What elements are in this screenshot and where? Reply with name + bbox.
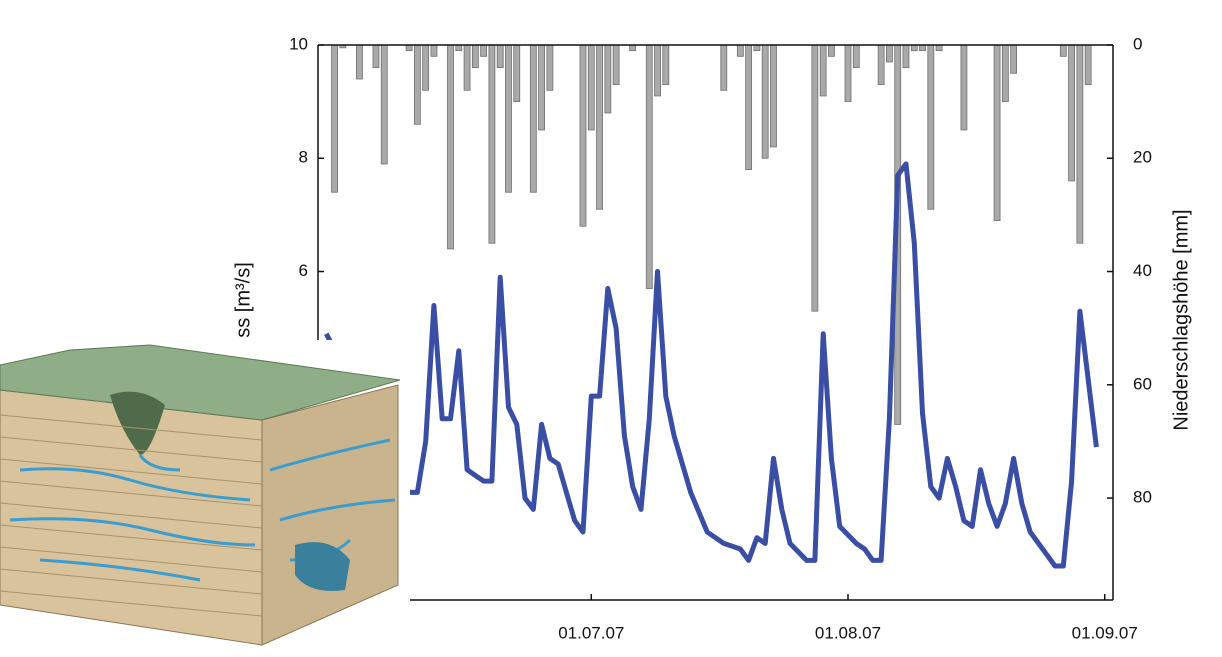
rain-bar — [587, 44, 595, 131]
rain-bar — [745, 44, 753, 170]
rain-bar — [579, 44, 587, 227]
water-crack — [279, 498, 396, 522]
rain-bar — [529, 44, 537, 193]
x-tick-label: 01.07.07 — [558, 623, 624, 642]
rain-bar — [1076, 44, 1084, 244]
rain-bar — [1084, 44, 1092, 86]
rain-bar — [935, 44, 943, 52]
x-tick-label: 01.08.07 — [815, 623, 881, 642]
discharge-line — [324, 161, 1099, 569]
rain-bar — [480, 44, 488, 57]
rain-bar — [993, 44, 1001, 221]
y-tick-label: 8 — [299, 148, 308, 167]
water-crack — [9, 517, 256, 547]
rain-bar — [927, 44, 935, 210]
rain-bar — [1059, 44, 1067, 57]
water-crack — [19, 467, 251, 502]
water-crack — [269, 438, 391, 472]
rain-bar — [331, 44, 338, 193]
y2-tick-label: 20 — [1133, 148, 1152, 167]
rain-bar — [604, 44, 612, 114]
block-side — [261, 384, 399, 646]
rain-bar — [471, 44, 479, 69]
bed-line — [0, 568, 263, 595]
rain-bar — [496, 44, 504, 69]
bed-line — [0, 502, 263, 529]
rain-bar — [405, 44, 413, 52]
rain-bar — [430, 44, 438, 57]
rain-bar — [770, 44, 777, 148]
rain-bar — [919, 44, 926, 52]
y2-tick-label: 80 — [1133, 488, 1152, 507]
rain-bar — [505, 44, 512, 193]
rain-bar — [902, 44, 910, 69]
rain-bar — [372, 44, 380, 69]
y2-tick-label: 0 — [1133, 34, 1142, 53]
rain-bar — [662, 44, 670, 86]
rain-bar — [877, 44, 885, 86]
y-tick-label: 6 — [299, 261, 308, 280]
rain-bar — [455, 44, 463, 52]
rain-bar — [654, 44, 661, 97]
rain-bar — [844, 44, 852, 103]
rain-bar — [422, 44, 430, 91]
rain-bar — [910, 44, 918, 52]
rain-bar — [852, 44, 860, 69]
rain-bar — [596, 44, 603, 210]
water-crack — [39, 558, 201, 582]
water-crack — [138, 454, 181, 472]
bed-line — [0, 590, 263, 617]
block-top — [0, 344, 401, 421]
rain-bar — [1001, 44, 1009, 103]
rain-bar — [645, 44, 653, 289]
bed-line — [0, 436, 263, 463]
rain-bar — [828, 44, 835, 57]
rain-bar — [819, 44, 827, 97]
rain-bar — [960, 44, 968, 131]
y2-tick-label: 40 — [1133, 261, 1152, 280]
y2-axis-label: Niederschlagshöhe [mm] — [1170, 209, 1192, 430]
bed-line — [0, 458, 263, 485]
x-tick-label: 01.09.07 — [1072, 623, 1138, 642]
rain-bar — [753, 44, 761, 52]
bed-line — [0, 480, 263, 507]
rain-bar — [538, 44, 545, 131]
cave — [295, 542, 350, 591]
bed-line — [0, 546, 263, 573]
rain-bar — [720, 44, 728, 91]
rain-bar — [761, 44, 769, 159]
rain-bar — [380, 44, 388, 165]
rain-bar — [886, 44, 893, 63]
rain-bar — [488, 44, 496, 244]
rain-bar — [513, 44, 521, 103]
y-tick-label: 10 — [289, 34, 308, 53]
rain-bar — [629, 44, 637, 52]
y-axis-label: ss [m³/s] — [232, 262, 254, 338]
rain-bar — [356, 44, 363, 80]
rain-bar — [736, 44, 744, 57]
rain-bar — [612, 44, 620, 86]
rain-bar — [463, 44, 471, 91]
bed-line — [0, 524, 263, 551]
rain-bar — [413, 44, 421, 125]
bed-line — [0, 414, 263, 441]
y2-tick-label: 60 — [1133, 374, 1152, 393]
rain-bar — [1068, 44, 1075, 182]
rain-bar — [811, 44, 819, 312]
rain-bar — [447, 44, 454, 250]
sinkhole — [110, 391, 165, 455]
karst-illustration — [0, 340, 410, 657]
rain-bar — [1010, 44, 1018, 74]
rain-bar — [546, 44, 554, 91]
